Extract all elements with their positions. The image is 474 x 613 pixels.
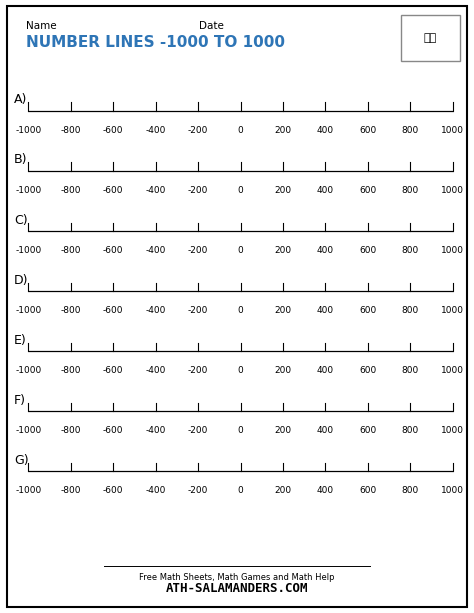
Text: G): G) [14, 454, 29, 467]
Text: -800: -800 [61, 186, 81, 195]
Text: 200: 200 [274, 426, 292, 435]
Text: 600: 600 [359, 126, 376, 135]
Text: Name: Name [26, 21, 57, 31]
Text: -400: -400 [146, 486, 166, 495]
Text: -200: -200 [188, 186, 208, 195]
Text: 800: 800 [401, 366, 419, 375]
Text: -1000: -1000 [15, 186, 42, 195]
Text: C): C) [14, 213, 28, 227]
Text: 800: 800 [401, 246, 419, 255]
Text: 1000: 1000 [441, 126, 464, 135]
Text: 1000: 1000 [441, 366, 464, 375]
Text: -600: -600 [103, 306, 124, 315]
Text: -600: -600 [103, 366, 124, 375]
Text: 400: 400 [317, 246, 334, 255]
Text: -400: -400 [146, 306, 166, 315]
Text: -600: -600 [103, 486, 124, 495]
Text: -600: -600 [103, 426, 124, 435]
Text: 400: 400 [317, 426, 334, 435]
Text: 600: 600 [359, 366, 376, 375]
Text: 0: 0 [237, 306, 244, 315]
Text: -600: -600 [103, 246, 124, 255]
Text: 400: 400 [317, 486, 334, 495]
Text: D): D) [14, 273, 29, 287]
Text: NUMBER LINES -1000 TO 1000: NUMBER LINES -1000 TO 1000 [26, 36, 285, 50]
Text: -1000: -1000 [15, 246, 42, 255]
Text: -200: -200 [188, 366, 208, 375]
Text: 200: 200 [274, 486, 292, 495]
Text: 800: 800 [401, 486, 419, 495]
Text: A): A) [14, 93, 27, 107]
Text: 600: 600 [359, 186, 376, 195]
Text: -1000: -1000 [15, 426, 42, 435]
Text: 1000: 1000 [441, 426, 464, 435]
Text: -1000: -1000 [15, 366, 42, 375]
Text: 200: 200 [274, 126, 292, 135]
Text: 🦒🚶: 🦒🚶 [424, 33, 437, 43]
Text: -800: -800 [61, 246, 81, 255]
Text: 200: 200 [274, 366, 292, 375]
Text: 1000: 1000 [441, 246, 464, 255]
Text: B): B) [14, 153, 27, 167]
Text: 400: 400 [317, 126, 334, 135]
Text: 800: 800 [401, 186, 419, 195]
Text: 0: 0 [237, 366, 244, 375]
Text: -200: -200 [188, 486, 208, 495]
Text: -600: -600 [103, 186, 124, 195]
Text: 1000: 1000 [441, 186, 464, 195]
Text: -400: -400 [146, 366, 166, 375]
Text: 800: 800 [401, 306, 419, 315]
Text: 600: 600 [359, 306, 376, 315]
Text: 800: 800 [401, 126, 419, 135]
Text: 1000: 1000 [441, 306, 464, 315]
Text: -600: -600 [103, 126, 124, 135]
Text: 200: 200 [274, 246, 292, 255]
Text: 400: 400 [317, 186, 334, 195]
Text: Date: Date [199, 21, 224, 31]
Text: -800: -800 [61, 126, 81, 135]
Text: 600: 600 [359, 426, 376, 435]
Text: 200: 200 [274, 306, 292, 315]
Text: -200: -200 [188, 426, 208, 435]
Text: 600: 600 [359, 486, 376, 495]
Text: E): E) [14, 333, 27, 347]
Text: -800: -800 [61, 426, 81, 435]
Text: 0: 0 [237, 246, 244, 255]
Text: -400: -400 [146, 246, 166, 255]
Text: -200: -200 [188, 246, 208, 255]
Text: -800: -800 [61, 366, 81, 375]
Text: -800: -800 [61, 486, 81, 495]
Text: -1000: -1000 [15, 486, 42, 495]
Text: -200: -200 [188, 306, 208, 315]
Text: 200: 200 [274, 186, 292, 195]
Text: 400: 400 [317, 306, 334, 315]
Text: 800: 800 [401, 426, 419, 435]
Text: 0: 0 [237, 186, 244, 195]
Text: -200: -200 [188, 126, 208, 135]
Text: -400: -400 [146, 126, 166, 135]
Text: -1000: -1000 [15, 306, 42, 315]
Text: -800: -800 [61, 306, 81, 315]
Text: -400: -400 [146, 426, 166, 435]
FancyBboxPatch shape [7, 6, 467, 607]
Text: 400: 400 [317, 366, 334, 375]
FancyBboxPatch shape [401, 15, 460, 61]
Text: 1000: 1000 [441, 486, 464, 495]
Text: 600: 600 [359, 246, 376, 255]
Text: -1000: -1000 [15, 126, 42, 135]
Text: Free Math Sheets, Math Games and Math Help: Free Math Sheets, Math Games and Math He… [139, 573, 335, 582]
Text: 0: 0 [237, 426, 244, 435]
Text: ATH-SALAMANDERS.COM: ATH-SALAMANDERS.COM [166, 582, 308, 595]
Text: F): F) [14, 394, 26, 407]
Text: -400: -400 [146, 186, 166, 195]
Text: 0: 0 [237, 126, 244, 135]
Text: 0: 0 [237, 486, 244, 495]
